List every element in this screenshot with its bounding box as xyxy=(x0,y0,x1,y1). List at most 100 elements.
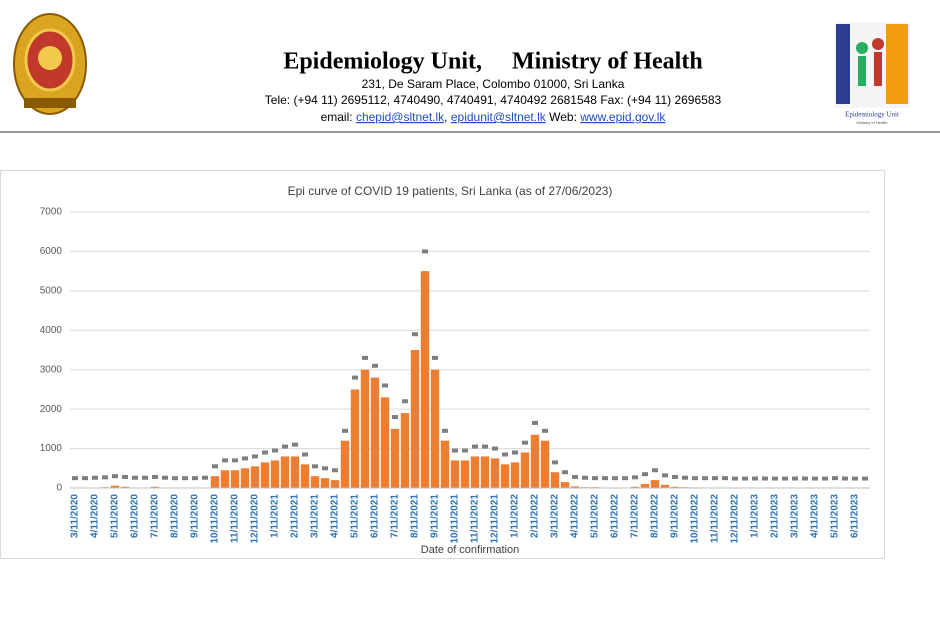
x-tick-label: 9/11/2022 xyxy=(670,494,681,538)
x-tick-label: 10/11/2020 xyxy=(210,494,221,544)
marker xyxy=(132,476,138,480)
x-tick-label: 10/11/2021 xyxy=(450,494,461,544)
bar xyxy=(501,464,509,488)
bar xyxy=(311,476,319,488)
x-tick-label: 3/11/2022 xyxy=(550,494,561,538)
marker xyxy=(592,476,598,480)
emblem-logo xyxy=(14,14,86,114)
y-tick-label: 5000 xyxy=(40,285,63,296)
marker xyxy=(622,476,628,480)
marker xyxy=(362,356,368,360)
marker xyxy=(502,452,508,456)
marker xyxy=(262,451,268,455)
x-tick-label: 2/11/2023 xyxy=(770,494,781,538)
x-tick-label: 8/11/2021 xyxy=(410,494,421,538)
marker xyxy=(742,477,748,481)
marker xyxy=(412,332,418,336)
x-tick-label: 11/11/2020 xyxy=(230,494,241,543)
marker xyxy=(632,475,638,479)
bar xyxy=(351,389,359,488)
marker xyxy=(562,470,568,474)
marker xyxy=(272,449,278,453)
y-tick-label: 2000 xyxy=(40,404,63,415)
x-tick-label: 4/11/2020 xyxy=(90,494,101,538)
email-link[interactable]: chepid@sltnet.lk xyxy=(356,110,445,124)
separator: , xyxy=(444,110,447,124)
marker xyxy=(812,477,818,481)
marker xyxy=(432,356,438,360)
x-tick-label: 7/11/2022 xyxy=(630,494,641,538)
x-tick-label: 12/11/2020 xyxy=(250,494,261,544)
logo-title: Epidemiology Unit xyxy=(845,111,899,119)
marker xyxy=(612,476,618,480)
bar xyxy=(331,480,339,488)
marker xyxy=(492,447,498,451)
x-tick-label: 7/11/2021 xyxy=(390,494,401,538)
header-title: Epidemiology Unit, Ministry of Health xyxy=(283,49,702,75)
marker xyxy=(352,376,358,380)
x-tick-label: 6/11/2023 xyxy=(850,494,861,538)
x-tick-label: 11/11/2021 xyxy=(470,494,481,543)
bar xyxy=(541,441,549,488)
marker xyxy=(732,477,738,481)
chart-title: Epi curve of COVID 19 patients, Sri Lank… xyxy=(288,184,613,198)
bar xyxy=(471,456,479,488)
x-tick-label: 12/11/2021 xyxy=(490,494,501,544)
bar xyxy=(281,456,289,488)
marker xyxy=(852,477,858,481)
bar xyxy=(231,470,239,488)
web-link[interactable]: www.epid.gov.lk xyxy=(579,110,666,124)
marker xyxy=(672,475,678,479)
marker xyxy=(452,449,458,453)
bar xyxy=(271,460,279,488)
bar xyxy=(531,435,539,488)
x-tick-label: 1/11/2021 xyxy=(270,494,281,538)
marker xyxy=(692,476,698,480)
marker xyxy=(662,473,668,477)
x-tick-label: 3/11/2020 xyxy=(70,494,81,538)
marker xyxy=(792,477,798,481)
y-tick-label: 4000 xyxy=(40,325,63,336)
marker xyxy=(92,476,98,480)
bar xyxy=(411,350,419,488)
marker xyxy=(192,476,198,480)
marker xyxy=(712,476,718,480)
marker xyxy=(602,476,608,480)
marker xyxy=(112,474,118,478)
marker xyxy=(512,451,518,455)
x-tick-label: 11/11/2022 xyxy=(710,494,721,543)
bar xyxy=(521,453,529,488)
marker xyxy=(122,475,128,479)
bar xyxy=(451,460,459,488)
marker xyxy=(772,477,778,481)
marker xyxy=(542,429,548,433)
x-tick-label: 12/11/2022 xyxy=(730,494,741,544)
x-tick-label: 3/11/2023 xyxy=(790,494,801,538)
marker xyxy=(82,476,88,480)
web-label: Web: xyxy=(549,110,577,124)
x-tick-label: 10/11/2022 xyxy=(690,494,701,544)
marker xyxy=(382,383,388,387)
marker xyxy=(392,415,398,419)
marker xyxy=(472,445,478,449)
email-link[interactable]: epidunit@sltnet.lk xyxy=(451,110,547,124)
marker xyxy=(752,477,758,481)
bar xyxy=(291,456,299,488)
bar xyxy=(261,462,269,488)
marker xyxy=(682,476,688,480)
x-tick-label: 6/11/2022 xyxy=(610,494,621,538)
bar xyxy=(321,478,329,488)
marker xyxy=(242,456,248,460)
y-tick-label: 6000 xyxy=(40,246,63,257)
bar xyxy=(211,476,219,488)
marker xyxy=(422,249,428,253)
y-tick-label: 0 xyxy=(56,483,62,494)
bar xyxy=(421,271,429,488)
x-tick-label: 5/11/2022 xyxy=(590,494,601,538)
bar xyxy=(361,370,369,488)
x-tick-label: 5/11/2020 xyxy=(110,494,121,538)
bar xyxy=(401,413,409,488)
x-tick-label: 2/11/2022 xyxy=(530,494,541,538)
marker xyxy=(342,429,348,433)
